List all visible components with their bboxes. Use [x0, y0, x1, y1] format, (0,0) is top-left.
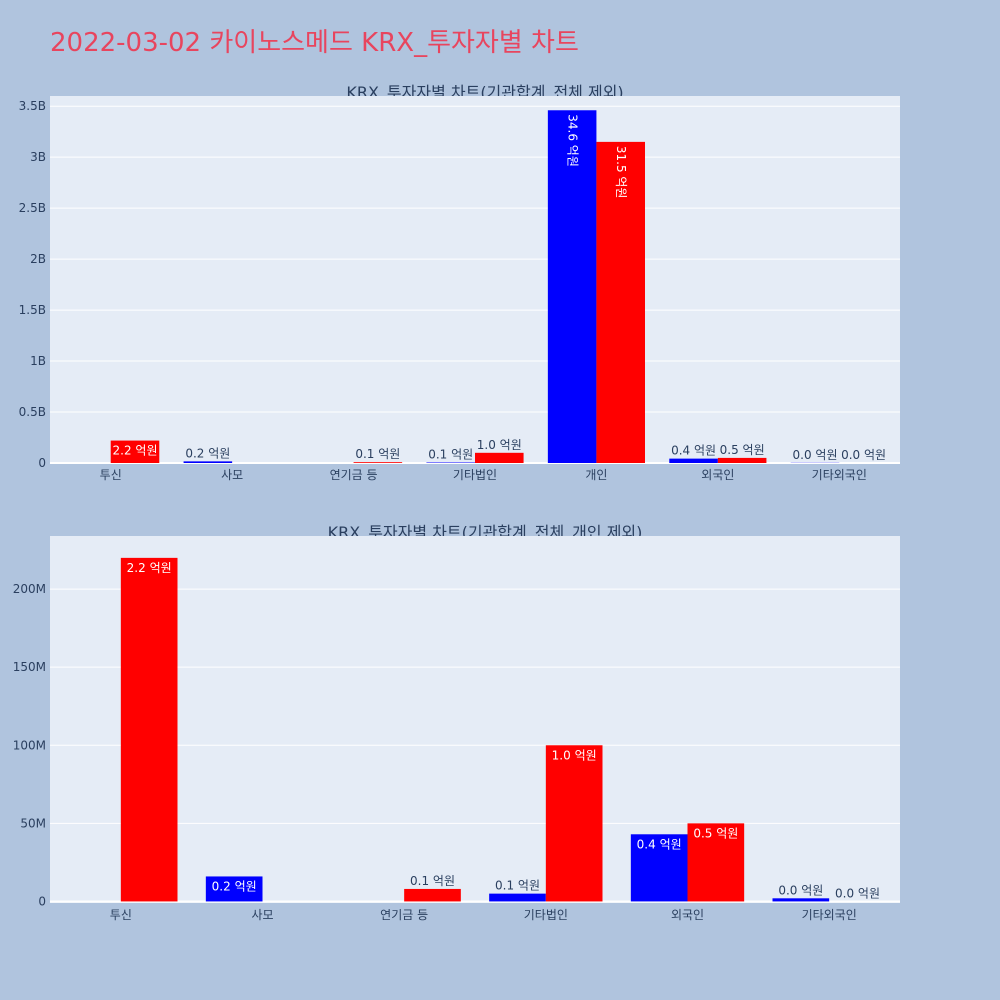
data-label: 0.4 억원	[637, 837, 682, 851]
bar	[596, 141, 645, 463]
data-label: 2.2 억원	[127, 561, 172, 575]
bar	[489, 893, 546, 902]
bar	[630, 834, 688, 902]
bar	[545, 745, 603, 902]
data-label: 31.5 억원	[614, 146, 628, 199]
data-label: 0.4 억원	[671, 444, 716, 458]
bar	[687, 823, 745, 902]
data-label: 0.1 억원	[410, 874, 455, 888]
data-label: 0.2 억원	[185, 446, 230, 460]
y-tick-label: 2.5B	[19, 201, 46, 215]
bar	[353, 462, 403, 463]
y-tick-label: 0	[38, 894, 46, 908]
data-label: 1.0 억원	[552, 748, 597, 762]
bar	[772, 898, 830, 902]
page-title: 2022-03-02 카이노스메드 KRX_투자자별 차트	[50, 28, 579, 58]
data-label: 0.0 억원	[778, 883, 823, 897]
x-tick-label: 사모	[221, 468, 243, 482]
y-tick-label: 200M	[13, 582, 46, 596]
bar	[426, 462, 475, 463]
y-tick-label: 3.5B	[19, 99, 46, 113]
y-tick-label: 3B	[30, 150, 46, 164]
data-label: 0.1 억원	[355, 447, 400, 461]
bar	[120, 557, 178, 902]
data-label: 2.2 억원	[113, 444, 158, 458]
bar	[183, 461, 233, 463]
x-tick-label: 연기금 등	[380, 908, 428, 922]
data-label: 0.5 억원	[720, 443, 765, 457]
x-tick-label: 외국인	[701, 468, 734, 482]
bar	[717, 457, 767, 463]
bar	[669, 458, 718, 463]
x-tick-label: 기타외국인	[802, 908, 857, 922]
plot-area	[50, 536, 900, 903]
x-tick-label: 기타외국인	[812, 468, 867, 482]
x-tick-label: 투신	[100, 468, 122, 482]
x-tick-label: 기타법인	[524, 908, 568, 922]
bar	[404, 888, 461, 902]
y-tick-label: 0	[38, 456, 46, 470]
bar	[205, 876, 263, 902]
x-tick-label: 사모	[251, 908, 273, 922]
data-label: 0.1 억원	[428, 447, 473, 461]
data-label: 34.6 억원	[566, 114, 580, 167]
chart-1: 0 0.5B 1B 1.5B 2B 2.5B 3B 3.5B 투신 사모 연기금 등 기타법인 개인 외국…	[19, 96, 900, 482]
data-label: 0.0 억원	[841, 448, 886, 462]
x-tick-label: 연기금 등	[330, 468, 378, 482]
x-tick-label: 외국인	[671, 908, 704, 922]
bar	[547, 110, 597, 464]
data-label: 1.0 억원	[477, 438, 522, 452]
data-label: 0.1 억원	[495, 879, 540, 893]
y-tick-label: 1B	[30, 354, 46, 368]
y-tick-label: 2B	[30, 252, 46, 266]
y-tick-label: 150M	[13, 660, 46, 674]
data-label: 0.5 억원	[693, 826, 738, 840]
data-label: 0.2 억원	[212, 879, 257, 893]
data-label: 0.0 억원	[793, 448, 838, 462]
x-tick-label: 기타법인	[453, 468, 497, 482]
y-tick-label: 50M	[20, 816, 46, 830]
y-tick-label: 1.5B	[19, 303, 46, 317]
x-tick-label: 투신	[110, 908, 132, 922]
x-tick-label: 개인	[585, 468, 607, 482]
bar	[110, 440, 160, 463]
y-tick-label: 100M	[13, 738, 46, 752]
bar	[475, 452, 524, 463]
data-label: 0.0 억원	[835, 886, 880, 900]
y-tick-label: 0.5B	[19, 405, 46, 419]
